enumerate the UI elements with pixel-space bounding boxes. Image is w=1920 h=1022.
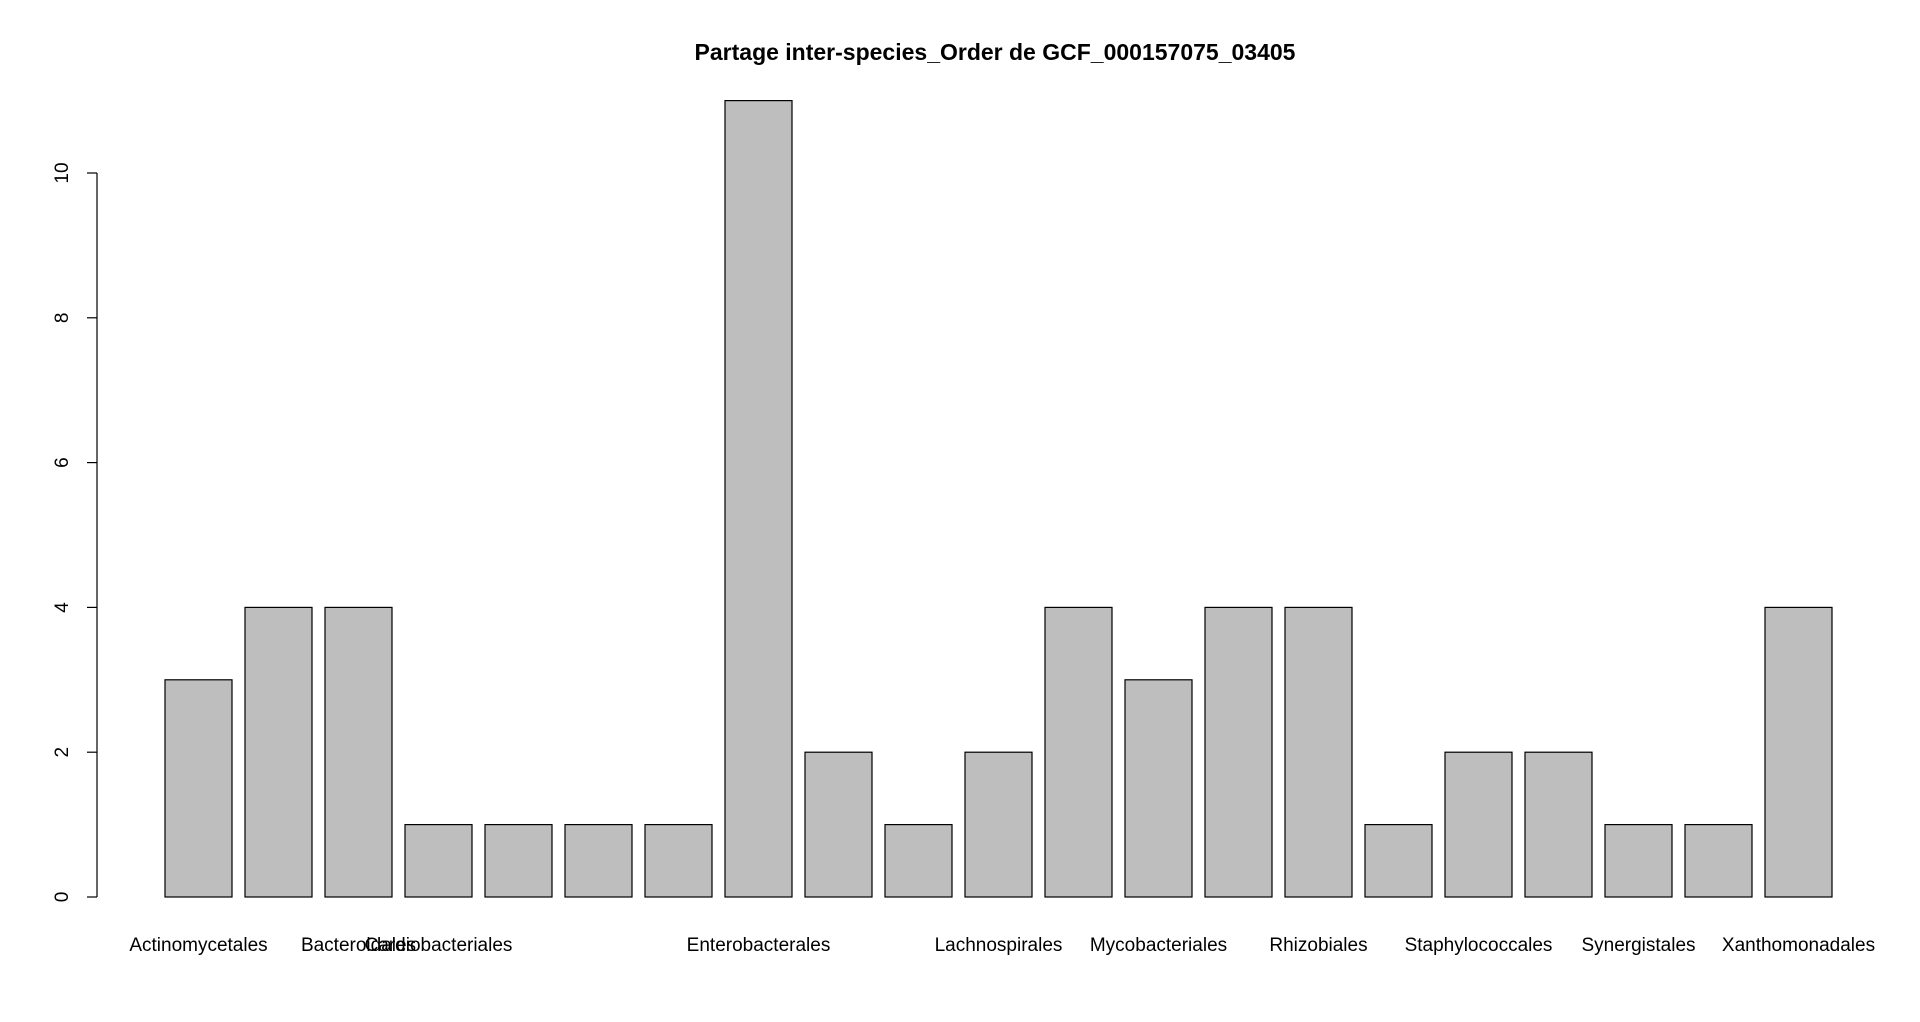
bar — [1204, 606, 1273, 898]
y-tick-label: 8 — [52, 313, 73, 324]
bar — [1684, 823, 1753, 898]
bar — [884, 823, 953, 898]
bar — [404, 823, 473, 898]
bar — [244, 606, 313, 898]
x-category-label: Enterobacterales — [687, 935, 831, 956]
y-tick-label: 4 — [52, 602, 73, 613]
x-category-label: Synergistales — [1581, 935, 1695, 956]
bar — [724, 99, 793, 898]
y-tick-label: 10 — [52, 162, 73, 183]
x-category-label: Lachnospirales — [935, 935, 1063, 956]
bar — [484, 823, 553, 898]
bar — [644, 823, 713, 898]
x-category-label: Rhizobiales — [1269, 935, 1367, 956]
x-category-label: Bacteroidales — [301, 935, 416, 956]
bar — [1444, 751, 1513, 898]
x-category-label: Mycobacteriales — [1090, 935, 1227, 956]
bar — [1044, 606, 1113, 898]
x-category-label: Actinomycetales — [129, 935, 267, 956]
y-axis: 0 2 4 6 8 10 — [52, 162, 98, 903]
bar — [1604, 823, 1673, 898]
bar — [1364, 823, 1433, 898]
bar — [1764, 606, 1833, 898]
x-axis-labels: Actinomycetales BacteroidalesCardiobacter… — [129, 935, 1875, 956]
bar — [1524, 751, 1593, 898]
x-category-label: Staphylococcales — [1405, 935, 1553, 956]
bar — [804, 751, 873, 898]
bar — [564, 823, 633, 898]
bar — [1284, 606, 1353, 898]
bar — [1124, 679, 1193, 898]
bars-group — [164, 99, 1833, 898]
y-tick-label: 0 — [52, 892, 73, 903]
bar — [324, 606, 393, 898]
bar — [964, 751, 1033, 898]
y-tick-label: 2 — [52, 747, 73, 758]
x-category-label: Xanthomonadales — [1722, 935, 1875, 956]
y-tick-label: 6 — [52, 457, 73, 468]
x-category-label: Cardiobacteriales — [365, 935, 513, 956]
chart-title: Partage inter-species_Order de GCF_00015… — [695, 39, 1296, 65]
bar — [164, 679, 233, 898]
